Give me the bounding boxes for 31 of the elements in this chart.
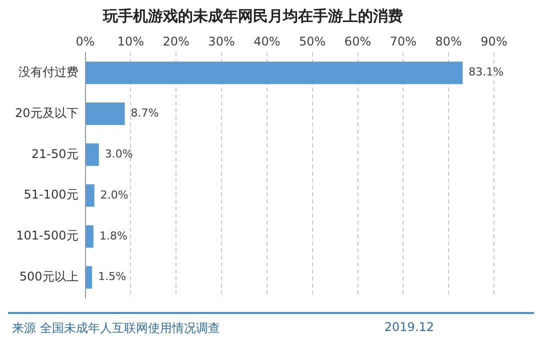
x-tick-label: 20% xyxy=(162,34,190,48)
x-tick-label: 10% xyxy=(117,34,144,48)
bar xyxy=(86,143,99,166)
data-label: 1.8% xyxy=(99,229,128,242)
source-note: 来源 全国未成年人互联网使用情况调查 xyxy=(12,320,220,337)
y-tick-label: 20元及以下 xyxy=(14,106,78,120)
x-tick-label: 90% xyxy=(480,34,508,48)
y-tick-label: 101-500元 xyxy=(16,228,78,243)
y-tick-label: 21-50元 xyxy=(31,146,78,161)
bar xyxy=(86,102,125,125)
x-tick-label: 50% xyxy=(299,34,326,48)
y-tick-label: 没有付过费 xyxy=(18,64,78,79)
data-label: 3.0% xyxy=(104,148,133,161)
data-label: 8.7% xyxy=(130,106,159,120)
x-tick-label: 30% xyxy=(208,34,235,48)
bar xyxy=(86,184,94,207)
chart-title: 玩手机游戏的未成年网民月均在手游上的消费 xyxy=(102,6,403,25)
x-tick-label: 0% xyxy=(76,34,95,48)
x-tick-label: 80% xyxy=(435,34,462,48)
x-tick-label: 40% xyxy=(254,34,280,48)
y-tick-label: 500元以上 xyxy=(19,269,78,284)
y-tick-label: 51-100元 xyxy=(24,188,78,202)
x-tick-label: 70% xyxy=(390,34,417,48)
data-label: 1.5% xyxy=(98,270,126,284)
bar xyxy=(86,62,463,84)
bar xyxy=(86,266,92,289)
text: 2019.12 xyxy=(384,320,434,336)
data-label: 83.1% xyxy=(468,66,504,79)
x-tick-label: 60% xyxy=(344,34,372,48)
bar xyxy=(86,225,94,248)
data-label: 2.0% xyxy=(100,188,128,202)
